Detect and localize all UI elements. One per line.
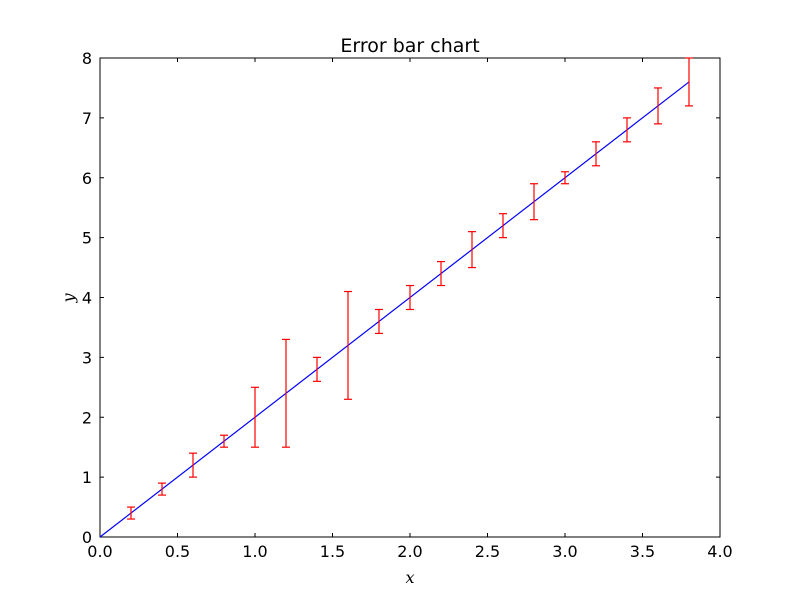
y-tick-label: 5 xyxy=(82,229,92,248)
x-tick-label: 3.5 xyxy=(630,542,655,561)
y-tick-label: 7 xyxy=(82,109,92,128)
x-tick-label: 2.0 xyxy=(397,542,422,561)
error-bar xyxy=(437,260,445,287)
error-bar xyxy=(499,213,507,239)
x-tick-label: 1.5 xyxy=(320,542,345,561)
x-axis-label: x xyxy=(405,568,414,587)
series-line xyxy=(99,81,690,538)
y-tick-label: 4 xyxy=(82,289,92,308)
x-tick-label: 3.0 xyxy=(552,542,577,561)
y-axis-label: y xyxy=(59,293,78,304)
error-bar xyxy=(251,386,259,448)
error-bar xyxy=(282,338,290,448)
y-tick-label: 2 xyxy=(82,408,92,427)
error-bar xyxy=(344,290,352,400)
x-tick-label: 0.5 xyxy=(165,542,190,561)
x-tick-label: 1.0 xyxy=(242,542,267,561)
error-bar xyxy=(685,57,693,107)
error-bar xyxy=(189,452,197,478)
x-tick-label: 0.0 xyxy=(87,542,112,561)
error-bar xyxy=(158,482,166,496)
error-bar xyxy=(313,356,321,382)
error-bar xyxy=(654,87,662,125)
x-tick-label: 2.5 xyxy=(475,542,500,561)
error-bar xyxy=(623,117,631,143)
chart-title: Error bar chart xyxy=(340,35,479,57)
error-bar xyxy=(592,141,600,167)
error-bar xyxy=(406,284,414,311)
y-tick-label: 0 xyxy=(82,528,92,547)
error-bar xyxy=(468,231,476,269)
error-bar xyxy=(220,434,228,448)
error-bar xyxy=(561,171,569,185)
error-bar xyxy=(127,506,135,520)
y-tick-label: 6 xyxy=(82,169,92,188)
y-tick-label: 1 xyxy=(82,468,92,487)
error-bar xyxy=(530,183,538,221)
y-tick-label: 3 xyxy=(82,348,92,367)
error-bar xyxy=(375,308,383,335)
x-tick-label: 4.0 xyxy=(707,542,732,561)
plot-area: 0.0 0.5 1.0 1.5 2.0 2.5 3.0 3.5 4.0 0 1 2 3 4 5 6 7 8 xyxy=(82,49,733,561)
y-tick-label: 8 xyxy=(82,49,92,68)
